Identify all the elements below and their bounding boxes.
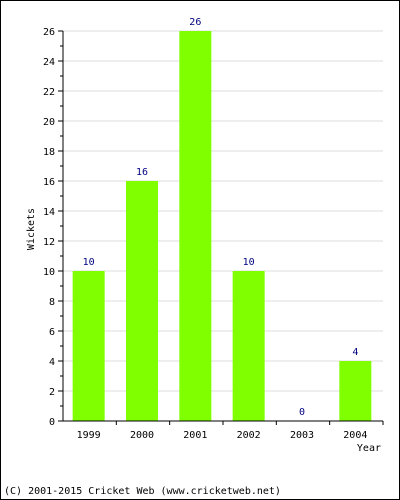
bar-value-label: 0 <box>299 407 305 418</box>
y-tick-label: 26 <box>43 27 55 38</box>
x-tick-label: 2002 <box>237 430 261 441</box>
bar <box>72 271 105 421</box>
bar <box>232 271 265 421</box>
x-tick-label: 2003 <box>290 430 314 441</box>
y-tick-label: 22 <box>43 87 55 98</box>
y-tick-label: 12 <box>43 237 55 248</box>
bars <box>72 31 372 421</box>
y-tick-label: 24 <box>43 57 55 68</box>
bar-value-label: 10 <box>83 257 95 268</box>
y-tick-label: 16 <box>43 177 55 188</box>
bar-value-label: 4 <box>352 347 358 358</box>
y-tick-label: 14 <box>43 207 55 218</box>
y-tick-label: 18 <box>43 147 55 158</box>
y-tick-label: 4 <box>49 357 55 368</box>
y-tick-label: 20 <box>43 117 55 128</box>
bar <box>339 361 372 421</box>
bar-value-label: 10 <box>243 257 255 268</box>
bar <box>126 181 158 421</box>
x-tick-label: 2000 <box>130 430 154 441</box>
x-tick-label: 2004 <box>343 430 367 441</box>
x-axis-title: Year <box>357 443 381 454</box>
x-tick-label: 2001 <box>183 430 207 441</box>
x-tick-label: 1999 <box>77 430 101 441</box>
axes <box>58 30 384 425</box>
y-tick-label: 6 <box>49 327 55 338</box>
y-tick-label: 0 <box>49 417 55 428</box>
y-tick-label: 8 <box>49 297 55 308</box>
bar-value-label: 16 <box>136 167 148 178</box>
labels: 0246810121416182022242610199916200026200… <box>43 17 367 441</box>
y-tick-label: 2 <box>49 387 55 398</box>
grid-lines <box>63 30 383 392</box>
y-tick-label: 10 <box>43 267 55 278</box>
y-axis-title: Wickets <box>26 208 37 250</box>
copyright-notice: (C) 2001-2015 Cricket Web (www.cricketwe… <box>4 486 281 497</box>
bar <box>179 31 212 421</box>
bar-value-label: 26 <box>189 17 201 28</box>
bar-chart: 0246810121416182022242610199916200026200… <box>26 17 384 454</box>
